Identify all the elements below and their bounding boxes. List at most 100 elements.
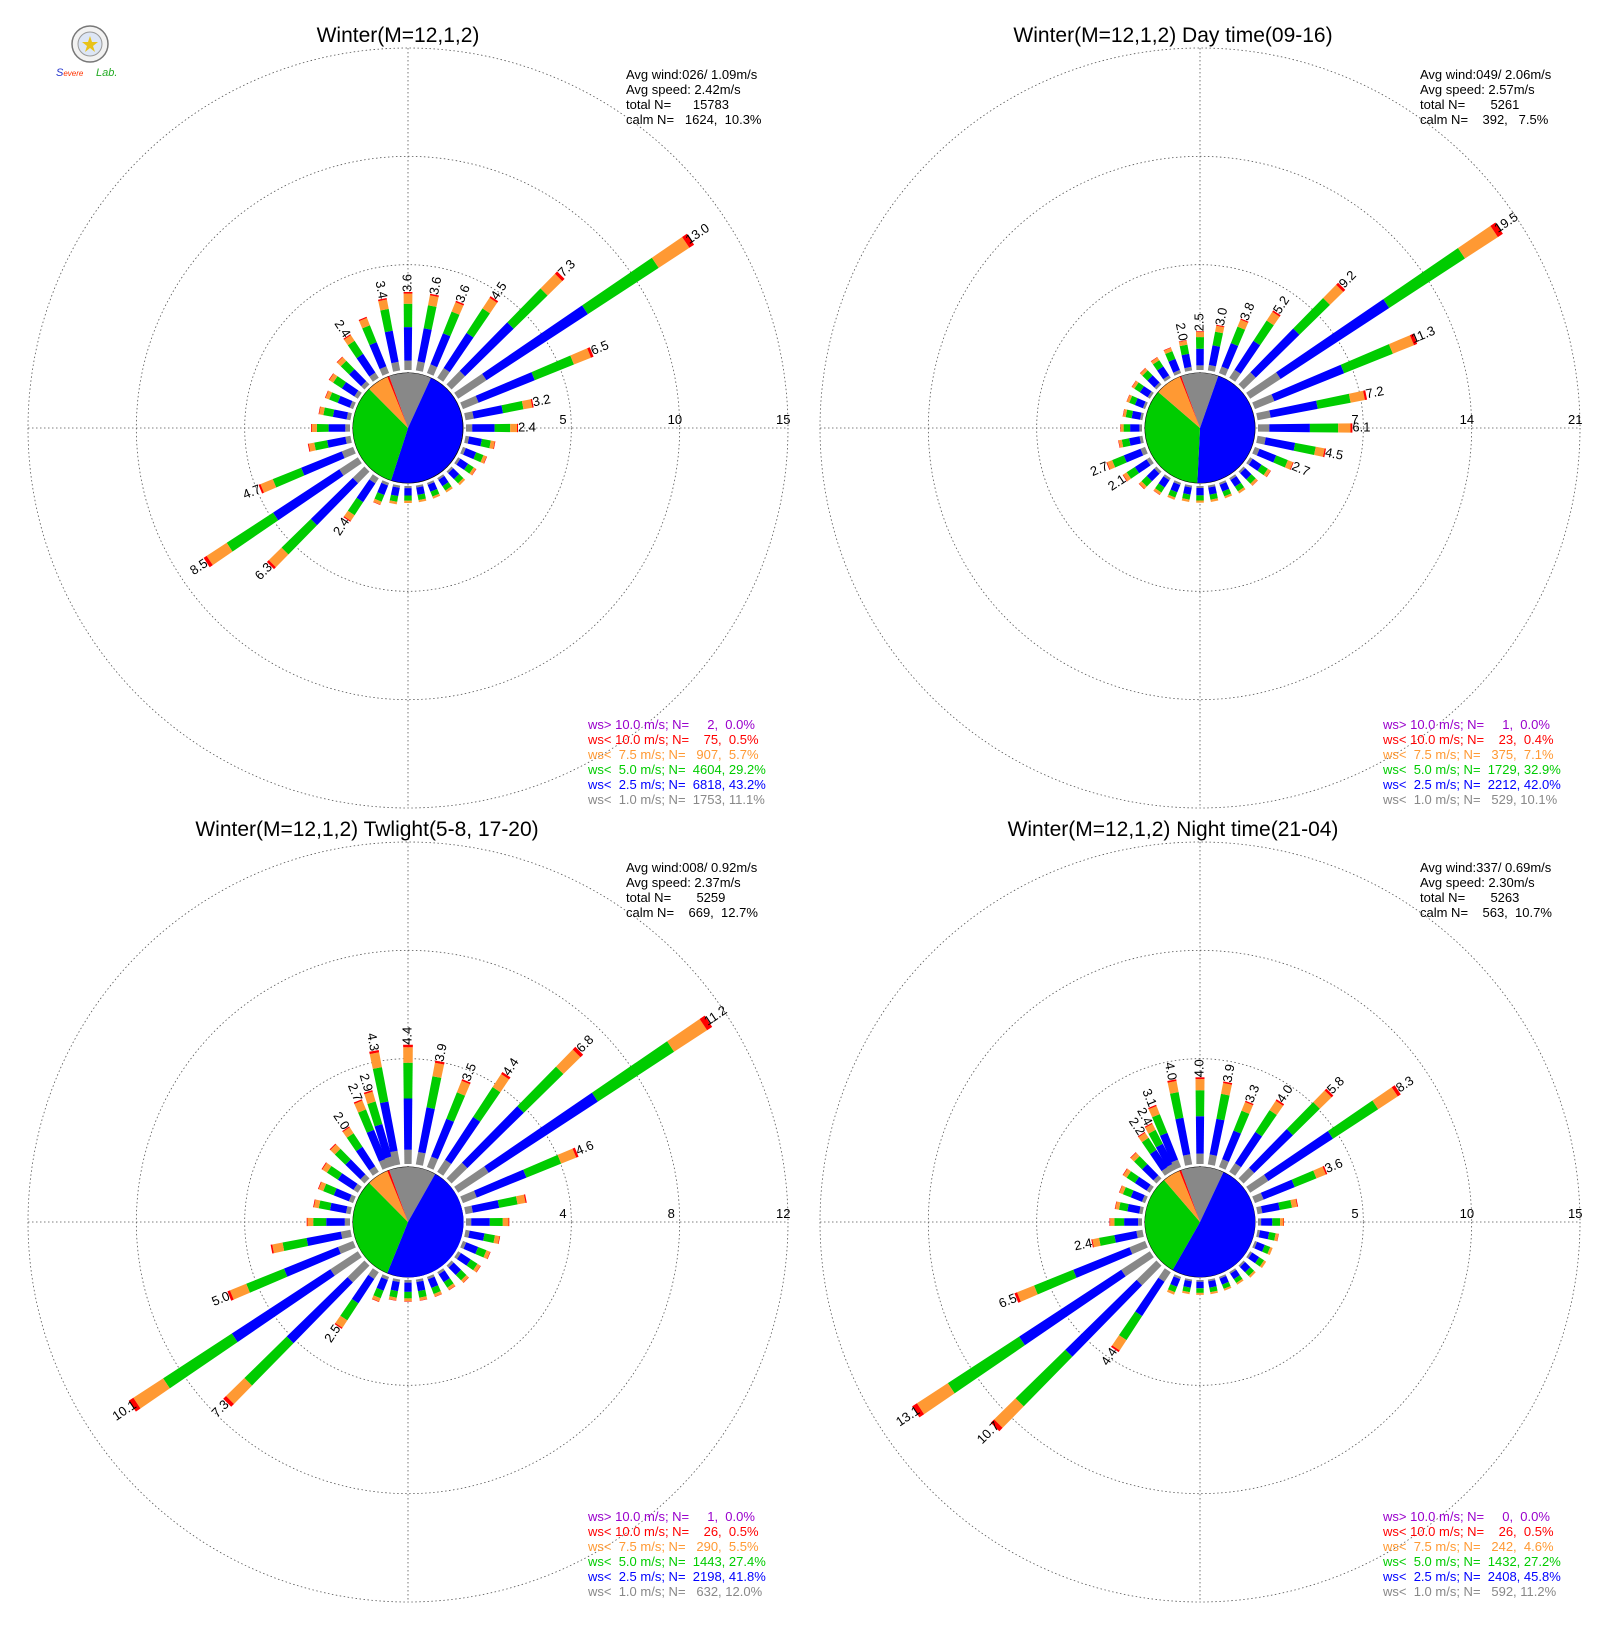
petal-segment	[334, 1148, 351, 1165]
ring-label: 12	[776, 1206, 790, 1221]
stats-line: Avg wind:026/ 1.09m/s	[626, 67, 758, 82]
petal-segment	[1196, 1153, 1204, 1164]
petal-segment	[1229, 474, 1237, 481]
wind-petal	[1252, 446, 1294, 470]
wind-petal	[426, 1274, 442, 1298]
petal-segment	[1261, 1218, 1273, 1226]
stats-line: Avg speed: 2.57m/s	[1420, 82, 1535, 97]
petal-segment	[388, 1296, 397, 1301]
petal-segment	[1195, 1077, 1205, 1080]
petal-segment	[1099, 1235, 1116, 1246]
panel-title: Winter(M=12,1,2) Day time(09-16)	[1013, 24, 1332, 47]
wind-petal	[460, 347, 594, 410]
wind-petal	[343, 334, 379, 382]
wind-petal	[1114, 1201, 1144, 1215]
wind-petal	[466, 423, 518, 433]
petal-segment	[463, 1242, 479, 1254]
petal-segment	[340, 1229, 352, 1239]
petal-segment	[403, 1047, 413, 1063]
legend-entry: ws> 10.0 m/s; N= 1, 0.0%	[587, 1509, 755, 1524]
petal-segment	[403, 1062, 413, 1099]
petal-segment	[1120, 424, 1124, 432]
petal-segment	[1170, 1276, 1181, 1287]
ring-label: 5	[1351, 1206, 1358, 1221]
petal-segment	[466, 1259, 478, 1271]
pie-slice	[387, 1174, 464, 1278]
petal-segment	[1168, 489, 1178, 498]
petal-segment	[502, 1217, 509, 1227]
petal-segment	[133, 1378, 170, 1409]
petal-segment	[1196, 1281, 1204, 1289]
petal-segment	[1215, 325, 1225, 334]
petal-segment	[473, 1087, 501, 1122]
petal-segment	[1309, 423, 1339, 433]
wind-petal	[437, 1072, 511, 1176]
petal-segment	[1127, 1204, 1141, 1214]
petal-segment	[306, 1231, 343, 1246]
stats-line: total N= 5259	[626, 890, 725, 905]
petal-segment	[354, 1100, 366, 1113]
petal-segment	[345, 424, 350, 432]
petal-segment	[1134, 1176, 1151, 1191]
wind-petal	[403, 1044, 413, 1164]
petal-segment	[326, 1166, 343, 1180]
petal-segment	[463, 448, 477, 460]
petal-segment	[318, 1200, 332, 1211]
petal-segment	[1170, 482, 1181, 493]
petal-segment	[429, 293, 439, 297]
petal-segment	[484, 1092, 598, 1173]
petal-segment	[523, 1194, 527, 1203]
petal-segment	[373, 501, 381, 506]
petal-segment	[316, 424, 329, 432]
petal-segment	[1208, 1280, 1217, 1288]
logo-name: Severe	[56, 67, 84, 79]
petal-segment	[1196, 332, 1204, 338]
petal-segment	[1269, 400, 1318, 418]
petal-segment	[340, 360, 355, 375]
petal-segment	[346, 412, 352, 421]
logo-lab: Lab.	[96, 67, 117, 79]
petal-segment	[1219, 482, 1230, 492]
petal-segment	[273, 469, 344, 521]
wind-petal	[1120, 424, 1142, 432]
petal-segment	[374, 1124, 392, 1159]
petal-segment	[523, 1154, 562, 1178]
petal-segment	[404, 500, 412, 503]
petal-segment	[1207, 1154, 1217, 1166]
petal-segment	[483, 456, 488, 464]
petal-segment	[1092, 1237, 1101, 1248]
wind-petal	[1118, 435, 1144, 448]
petal-segment	[1323, 284, 1344, 305]
petal-segment	[1266, 311, 1280, 326]
petal-segment	[352, 466, 370, 484]
wind-petal	[1258, 423, 1353, 433]
petal-segment	[460, 1190, 477, 1204]
petal-segment	[1073, 1247, 1133, 1278]
wind-petal	[446, 1260, 469, 1283]
petal-label: 4.4	[399, 1027, 414, 1045]
petal-segment	[430, 333, 451, 368]
petal-segment	[592, 1041, 675, 1102]
petal-segment	[493, 441, 496, 450]
petal-segment	[1195, 1090, 1205, 1117]
legend-entry: ws< 7.5 m/s; N= 907, 5.7%	[587, 747, 759, 762]
petal-segment	[446, 370, 466, 390]
petal-segment	[349, 369, 367, 387]
petal-segment	[226, 1378, 252, 1404]
petal-segment	[1181, 498, 1190, 502]
pie-slice	[387, 1170, 408, 1222]
petal-segment	[415, 1152, 426, 1166]
wind-petal	[415, 484, 427, 503]
petal-segment	[426, 1076, 442, 1109]
petal-segment	[1141, 1137, 1157, 1155]
petal-segment	[472, 405, 504, 419]
legend-entry: ws< 1.0 m/s; N= 632, 12.0%	[587, 1584, 763, 1599]
petal-segment	[1148, 1106, 1160, 1118]
petal-segment	[384, 330, 399, 364]
petal-segment	[206, 542, 233, 566]
petal-segment	[1111, 1345, 1120, 1353]
wind-petal	[1122, 409, 1144, 421]
legend-entry: ws< 5.0 m/s; N= 4604, 29.2%	[587, 762, 766, 777]
petal-segment	[990, 1419, 1003, 1432]
